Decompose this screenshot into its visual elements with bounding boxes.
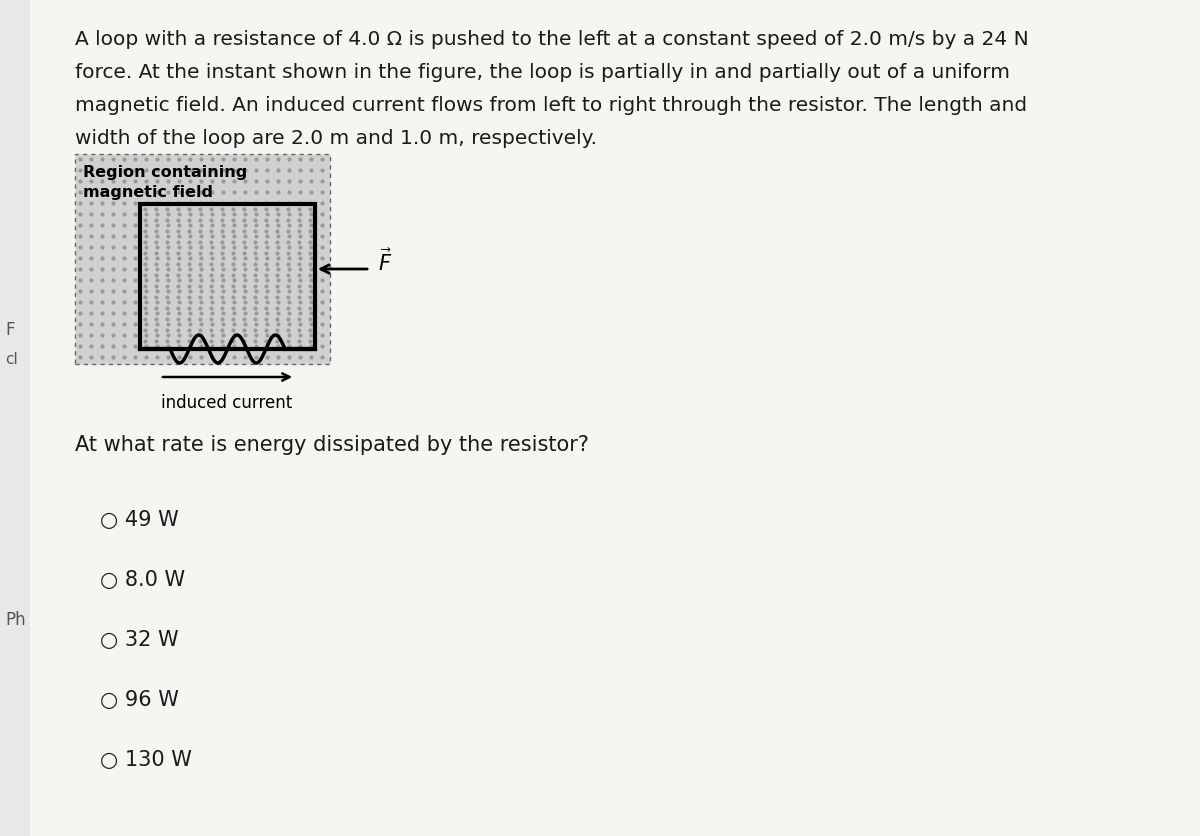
Text: induced current: induced current xyxy=(161,394,293,411)
Text: cl: cl xyxy=(5,352,18,367)
Text: magnetic field: magnetic field xyxy=(83,185,214,200)
Text: A loop with a resistance of 4.0 Ω is pushed to the left at a constant speed of 2: A loop with a resistance of 4.0 Ω is pus… xyxy=(74,30,1028,49)
Text: Region containing: Region containing xyxy=(83,165,247,180)
Text: force. At the instant shown in the figure, the loop is partially in and partiall: force. At the instant shown in the figur… xyxy=(74,63,1010,82)
Text: ○ 49 W: ○ 49 W xyxy=(100,509,179,529)
Text: magnetic field. An induced current flows from left to right through the resistor: magnetic field. An induced current flows… xyxy=(74,96,1027,115)
Text: ○ 96 W: ○ 96 W xyxy=(100,689,179,709)
Bar xyxy=(74,155,330,364)
Text: ○ 32 W: ○ 32 W xyxy=(100,630,179,650)
Text: F: F xyxy=(5,321,14,339)
Bar xyxy=(0,0,30,836)
Text: Ph: Ph xyxy=(5,610,25,628)
Text: $\vec{F}$: $\vec{F}$ xyxy=(378,247,392,274)
Bar xyxy=(140,205,314,349)
Text: width of the loop are 2.0 m and 1.0 m, respectively.: width of the loop are 2.0 m and 1.0 m, r… xyxy=(74,129,598,148)
Text: At what rate is energy dissipated by the resistor?: At what rate is energy dissipated by the… xyxy=(74,435,589,455)
Text: ○ 8.0 W: ○ 8.0 W xyxy=(100,569,185,589)
Text: ○ 130 W: ○ 130 W xyxy=(100,749,192,769)
